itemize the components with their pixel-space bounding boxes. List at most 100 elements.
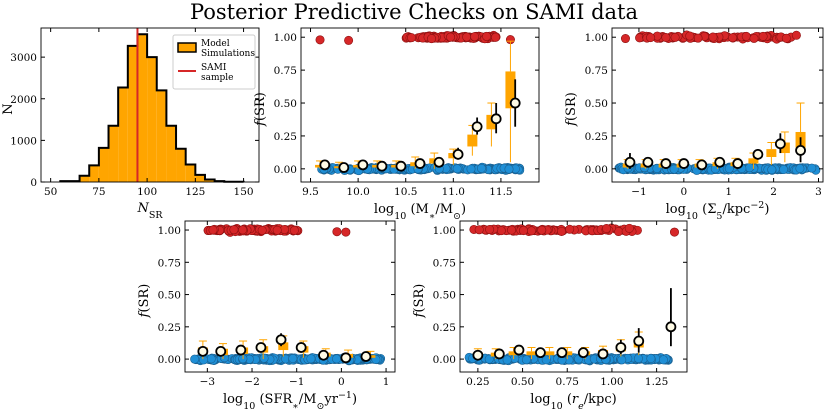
y-tick-label: 0.25 [158,322,181,334]
y-tick-label: 0.75 [585,65,608,77]
observed-point [597,348,609,360]
x-tick-label: 0 [338,376,345,388]
x-tick-label: −2 [244,376,259,388]
x-tick-label: 0 [680,186,687,198]
x-axis-label: log10 (re/kpc) [530,392,616,412]
model-box [505,71,516,109]
x-tick-label: 9.5 [302,186,319,198]
y-tick-label: 0.50 [158,290,181,302]
histogram-bar [89,165,99,182]
fr-point [541,355,551,365]
histogram-outline [59,33,245,183]
re-axes-frame [459,220,688,373]
y-tick-label: 1000 [10,135,37,147]
sr-point [257,225,267,235]
observed-point [433,156,445,168]
legend-model-swatch [177,42,197,53]
model-box [748,158,759,164]
histogram-axes-frame [40,27,260,183]
x-tick-label: 75 [92,186,105,198]
observed-point [319,159,331,171]
y-axis-label: f(SR) [412,284,427,319]
legend-sami-label: sample [201,73,233,83]
y-tick-label: 1.00 [433,225,456,237]
sr-point [620,34,630,44]
x-tick-label: 10.0 [346,186,369,198]
sr-point [749,33,759,43]
fr-point [199,355,209,365]
observed-point [295,342,307,353]
sr-point [781,33,791,43]
sr-point [485,225,495,235]
model-box [562,351,573,356]
legend-sami-label: SAMI [201,63,227,73]
observed-point [340,352,352,364]
x-tick-label: 10.5 [394,186,417,198]
y-tick-label: 0.00 [585,164,608,176]
histogram-bar [176,148,186,182]
fr-point [646,353,656,363]
sr-point [446,32,456,42]
mass-axes-frame [300,27,540,183]
sr-point [332,227,342,237]
sr-point [315,35,325,45]
sr-point [470,32,480,42]
observed-point [678,158,690,169]
sr-point [272,225,282,235]
fr-point [288,354,298,364]
x-tick-label: 1.25 [645,376,668,388]
histogram-bar [204,179,215,182]
sr-point [728,33,738,43]
observed-point [235,344,247,356]
fr-point [259,353,269,363]
model-box [278,342,289,351]
observed-point [255,342,267,353]
observed-point [395,160,407,172]
fr-point [745,163,755,173]
sr-point [407,33,417,43]
density-panel: −1 0 1 2 3 0.00 0.25 0.50 0.75 1.00 log10 (Σ5/kpc−… [564,27,824,222]
fr-point [669,164,679,174]
model-box [486,114,497,130]
x-tick-label: −1 [631,186,646,198]
fr-point [502,355,512,365]
y-axis-label: f(SR) [137,284,152,319]
x-axis-label: log10 (Σ5/kpc−2) [666,200,770,222]
y-tick-label: 0.75 [158,257,181,269]
observed-point [452,148,464,160]
observed-point [696,159,708,171]
sr-point [238,225,248,235]
sr-point [496,226,506,236]
histogram-bar [79,175,90,182]
observed-point [275,334,287,346]
y-tick-label: 0.50 [585,98,608,110]
sr-point [491,32,501,42]
model-box [779,142,790,154]
sr-point [646,33,656,43]
observed-point [197,345,209,357]
observed-point [215,345,227,357]
observed-point [774,138,786,150]
observed-point [490,113,502,125]
sr-point [341,227,351,237]
fr-point [484,354,494,364]
observed-point [376,160,388,172]
fr-point [206,354,216,364]
x-tick-label: 11.5 [489,186,512,198]
observed-point [615,342,627,353]
y-axis-label: N [1,103,16,114]
observed-point [357,159,369,171]
sr-point [427,34,437,44]
sr-point [791,30,801,40]
y-tick-label: 0.25 [585,131,608,143]
sr-point [537,225,547,235]
x-tick-label: 0.75 [556,376,579,388]
x-tick-label: 0.50 [511,376,534,388]
sr-point [482,31,492,41]
x-tick-label: −1 [289,376,304,388]
sr-point [693,33,703,43]
histogram-bar [185,164,196,182]
fr-point [633,354,643,364]
observed-point [732,158,744,169]
observed-point [493,348,505,360]
